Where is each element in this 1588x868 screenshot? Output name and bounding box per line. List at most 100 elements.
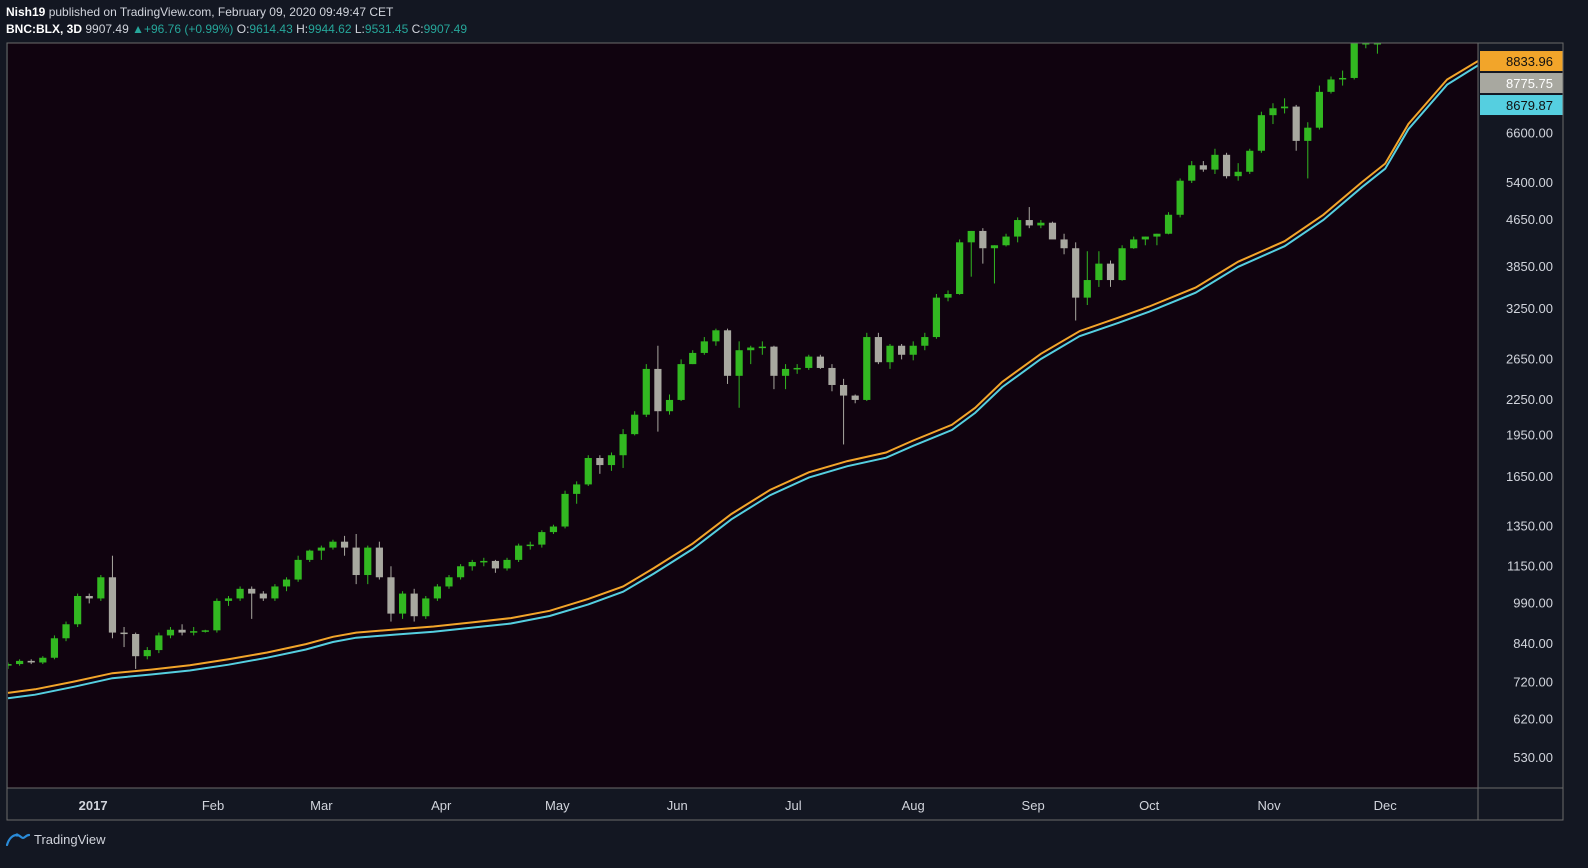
candle-body xyxy=(932,297,941,338)
candle-body xyxy=(619,434,627,456)
candle-body xyxy=(271,586,279,599)
candle-body xyxy=(190,631,198,633)
y-tick-label: 1650.00 xyxy=(1506,469,1553,484)
price-axis[interactable]: 530.00 620.00 720.00 840.00 990.00 1150.00 135… xyxy=(1506,125,1553,765)
candle-body xyxy=(1188,165,1196,181)
y-tick-label: 3250.00 xyxy=(1506,301,1553,316)
candle-body xyxy=(723,330,732,376)
candle-body xyxy=(364,547,372,576)
price-labels: 8833.96 8775.75 8679.87 xyxy=(1480,51,1563,116)
candle-body xyxy=(805,356,813,368)
x-tick-label: Apr xyxy=(431,798,452,813)
candle-body xyxy=(445,577,453,587)
candle-body xyxy=(503,559,511,569)
footer-brand[interactable]: TradingView xyxy=(6,829,106,849)
x-tick-label: Mar xyxy=(310,798,333,813)
candle-body xyxy=(758,346,766,349)
price-label-ma_fast: 8833.96 xyxy=(1506,54,1553,69)
candle-body xyxy=(863,337,871,400)
candle-body xyxy=(1292,106,1300,141)
chart-header: Nish19 published on TradingView.com, Feb… xyxy=(6,4,467,38)
candle-body xyxy=(294,559,302,580)
close-value: 9907.49 xyxy=(423,22,468,36)
candle-body xyxy=(398,593,407,614)
candle-body xyxy=(642,368,650,415)
price-label-bg xyxy=(1480,95,1563,116)
candle-body xyxy=(689,352,697,365)
y-tick-label: 530.00 xyxy=(1513,750,1553,765)
x-tick-label: Oct xyxy=(1139,798,1160,813)
candle-body xyxy=(677,364,685,400)
y-tick-label: 620.00 xyxy=(1513,711,1553,726)
symbol-name[interactable]: BNC:BLX, 3D xyxy=(6,22,83,36)
candle-body xyxy=(1269,108,1277,116)
author-name[interactable]: Nish19 xyxy=(6,5,46,19)
candle-body xyxy=(665,399,674,412)
candle-body xyxy=(654,368,662,412)
candle-body xyxy=(201,630,209,632)
x-tick-label: Nov xyxy=(1258,798,1282,813)
candle-body xyxy=(816,356,824,368)
candle-body xyxy=(282,579,291,587)
candle-body xyxy=(967,230,975,243)
close-label: C: xyxy=(411,22,424,36)
y-tick-label: 840.00 xyxy=(1513,636,1553,651)
candle-body xyxy=(132,633,140,657)
candles-layer xyxy=(8,43,1382,669)
candle-body xyxy=(1327,79,1335,92)
price-label-bg xyxy=(1480,51,1563,72)
open-value: 9614.43 xyxy=(249,22,293,36)
candle-body xyxy=(468,561,476,567)
candle-body xyxy=(178,629,186,633)
candle-body xyxy=(1176,180,1184,215)
candle-body xyxy=(1083,280,1091,298)
x-tick-label: Feb xyxy=(202,798,224,813)
candle-body xyxy=(50,638,59,658)
price-change: +96.76 (+0.99%) xyxy=(143,22,234,36)
candle-body xyxy=(1234,171,1242,177)
candle-body xyxy=(248,588,256,594)
time-axis[interactable]: 2017 Feb Mar Apr May Jun Jul Aug Sep Oct Nov Dec xyxy=(79,798,1398,813)
candle-body xyxy=(306,550,314,560)
candle-body xyxy=(1072,248,1080,298)
candle-body xyxy=(224,598,233,601)
x-tick-label: 2017 xyxy=(79,798,108,813)
candle-body xyxy=(108,577,117,633)
y-tick-label: 6600.00 xyxy=(1506,125,1553,140)
candle-body xyxy=(1199,165,1207,170)
low-label: L: xyxy=(354,22,365,36)
high-value: 9944.62 xyxy=(308,22,352,36)
candle-body xyxy=(166,629,175,636)
candle-body xyxy=(410,593,418,617)
candle-body xyxy=(27,660,35,663)
publish-info: published on TradingView.com, February 0… xyxy=(48,5,394,19)
candle-body xyxy=(480,560,488,563)
candle-body xyxy=(1130,239,1138,249)
candle-body xyxy=(1060,239,1068,249)
candle-body xyxy=(909,345,917,355)
candle-body xyxy=(1037,222,1045,226)
y-tick-label: 720.00 xyxy=(1513,674,1553,689)
candle-body xyxy=(874,337,882,363)
plot-area[interactable] xyxy=(8,43,1478,788)
candle-body xyxy=(1095,263,1103,281)
candle-body xyxy=(317,547,325,551)
candle-body xyxy=(375,547,383,578)
candle-body xyxy=(143,650,151,657)
candle-body xyxy=(793,367,801,370)
up-arrow-icon: ▲ xyxy=(132,22,144,36)
candle-body xyxy=(39,657,47,663)
x-tick-label: May xyxy=(545,798,570,813)
candle-body xyxy=(747,347,755,351)
candle-body xyxy=(433,586,441,599)
candle-body xyxy=(538,532,546,545)
candle-body xyxy=(1025,220,1033,226)
candle-body xyxy=(573,484,581,494)
candle-body xyxy=(607,455,616,466)
candle-body xyxy=(62,624,70,639)
y-tick-label: 1950.00 xyxy=(1506,427,1553,442)
candle-body xyxy=(491,560,500,569)
low-value: 9531.45 xyxy=(364,22,409,36)
candle-body xyxy=(387,577,395,614)
